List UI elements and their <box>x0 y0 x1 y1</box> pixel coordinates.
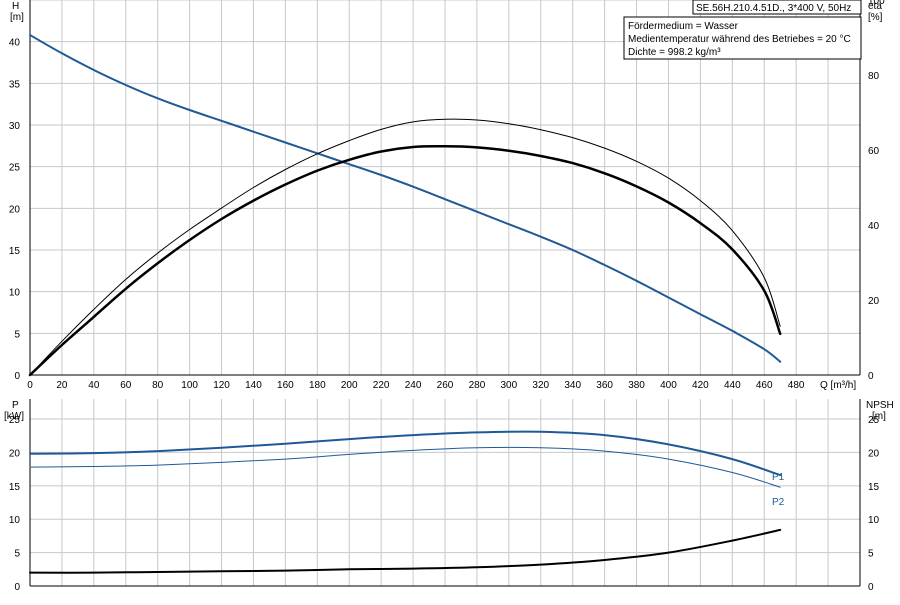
upper-left-y-tick-label: 10 <box>9 288 21 299</box>
medium-info-line-2: Medientemperatur während des Betriebes =… <box>628 34 851 45</box>
lower-right-y-tick-label: 10 <box>868 515 880 526</box>
x-tick-label: 200 <box>341 380 358 391</box>
lower-right-y-tick-label: 15 <box>868 482 880 493</box>
x-tick-label: 380 <box>628 380 645 391</box>
x-tick-label: 160 <box>277 380 294 391</box>
x-tick-label: 320 <box>532 380 549 391</box>
x-tick-label: 440 <box>724 380 741 391</box>
medium-info-line-1: Fördermedium = Wasser <box>628 21 739 32</box>
x-tick-label: 360 <box>596 380 613 391</box>
upper-right-y-tick-label: 100 <box>868 0 885 7</box>
lower-left-y-tick-label: 10 <box>9 515 21 526</box>
upper-left-y-tick-label: 0 <box>14 371 20 382</box>
x-tick-label: 480 <box>788 380 805 391</box>
series-label-p1: P1 <box>772 472 785 483</box>
lower-left-y-tick-label: 15 <box>9 482 21 493</box>
x-tick-label: 460 <box>756 380 773 391</box>
x-axis-label: Q [m³/h] <box>820 380 856 391</box>
upper-left-y-tick-label: 30 <box>9 121 21 132</box>
upper-right-y-tick-label: 40 <box>868 221 880 232</box>
x-tick-label: 340 <box>564 380 581 391</box>
curve-layer <box>28 34 782 574</box>
upper-right-y-tick-label: 0 <box>868 371 874 382</box>
x-tick-label: 80 <box>152 380 164 391</box>
upper-right-y-tick-label: 20 <box>868 296 880 307</box>
upper-left-y-tick-label: 20 <box>9 204 21 215</box>
upper-left-y-tick-label: 5 <box>14 329 20 340</box>
lower-left-y-tick-label: 20 <box>9 448 21 459</box>
medium-info-line-3: Dichte = 998.2 kg/m³ <box>628 47 721 58</box>
upper-right-axis-title: eta <box>868 1 882 12</box>
x-tick-label: 300 <box>501 380 518 391</box>
x-tick-label: 20 <box>56 380 68 391</box>
upper-left-y-tick-label: 40 <box>9 38 21 49</box>
x-tick-label: 60 <box>120 380 132 391</box>
lower-left-y-tick-label: 25 <box>9 415 21 426</box>
series-label-p2: P2 <box>772 497 785 508</box>
x-tick-label: 260 <box>437 380 454 391</box>
tick-labels: 0 20 40 60 80 100 120 140 160 180 200 220 240 260 280 3… <box>9 0 885 593</box>
lower-left-axis-title: P <box>12 400 19 411</box>
lower-right-y-tick-label: 20 <box>868 448 880 459</box>
x-tick-label: 100 <box>181 380 198 391</box>
lower-series-line-2 <box>29 528 782 574</box>
lower-right-y-tick-label: 25 <box>868 415 880 426</box>
upper-left-y-tick-label: 25 <box>9 163 21 174</box>
lower-left-axis-unit: [kW] <box>4 411 24 422</box>
upper-series-line-2 <box>28 144 782 377</box>
x-tick-label: 120 <box>213 380 230 391</box>
x-tick-label: 180 <box>309 380 326 391</box>
upper-left-axis-unit: [m] <box>10 12 24 23</box>
lower-right-axis-unit: [m] <box>872 411 886 422</box>
upper-series-line-1 <box>29 118 781 376</box>
x-tick-label: 220 <box>373 380 390 391</box>
upper-left-y-tick-label: 15 <box>9 246 21 257</box>
medium-info-box <box>623 16 862 60</box>
lower-right-axis-title: NPSH <box>866 400 894 411</box>
header-box-text: SE.56H.210.4.51D., 3*400 V, 50Hz <box>696 3 851 14</box>
lower-right-y-tick-label: 5 <box>868 549 874 560</box>
upper-series-line-0 <box>29 34 782 363</box>
lower-left-y-tick-label: 5 <box>14 549 20 560</box>
upper-right-y-tick-label: 60 <box>868 146 880 157</box>
x-tick-label: 40 <box>88 380 100 391</box>
header-box <box>692 0 862 15</box>
lower-left-y-tick-label: 0 <box>14 582 20 593</box>
x-tick-label: 420 <box>692 380 709 391</box>
upper-left-axis-title: H <box>12 1 19 12</box>
upper-right-axis-unit: [%] <box>868 12 883 23</box>
x-tick-label: 0 <box>27 380 33 391</box>
lower-right-y-tick-label: 0 <box>868 582 874 593</box>
x-tick-label: 140 <box>245 380 262 391</box>
upper-left-y-tick-label: 35 <box>9 79 21 90</box>
upper-right-y-tick-label: 80 <box>868 71 880 82</box>
upper-chart-grid <box>29 0 861 376</box>
lower-series-line-p2 <box>29 446 781 488</box>
x-tick-label: 240 <box>405 380 422 391</box>
x-tick-label: 400 <box>660 380 677 391</box>
lower-chart-grid <box>29 399 861 587</box>
lower-series-line-p1 <box>29 430 782 477</box>
x-tick-label: 280 <box>469 380 486 391</box>
